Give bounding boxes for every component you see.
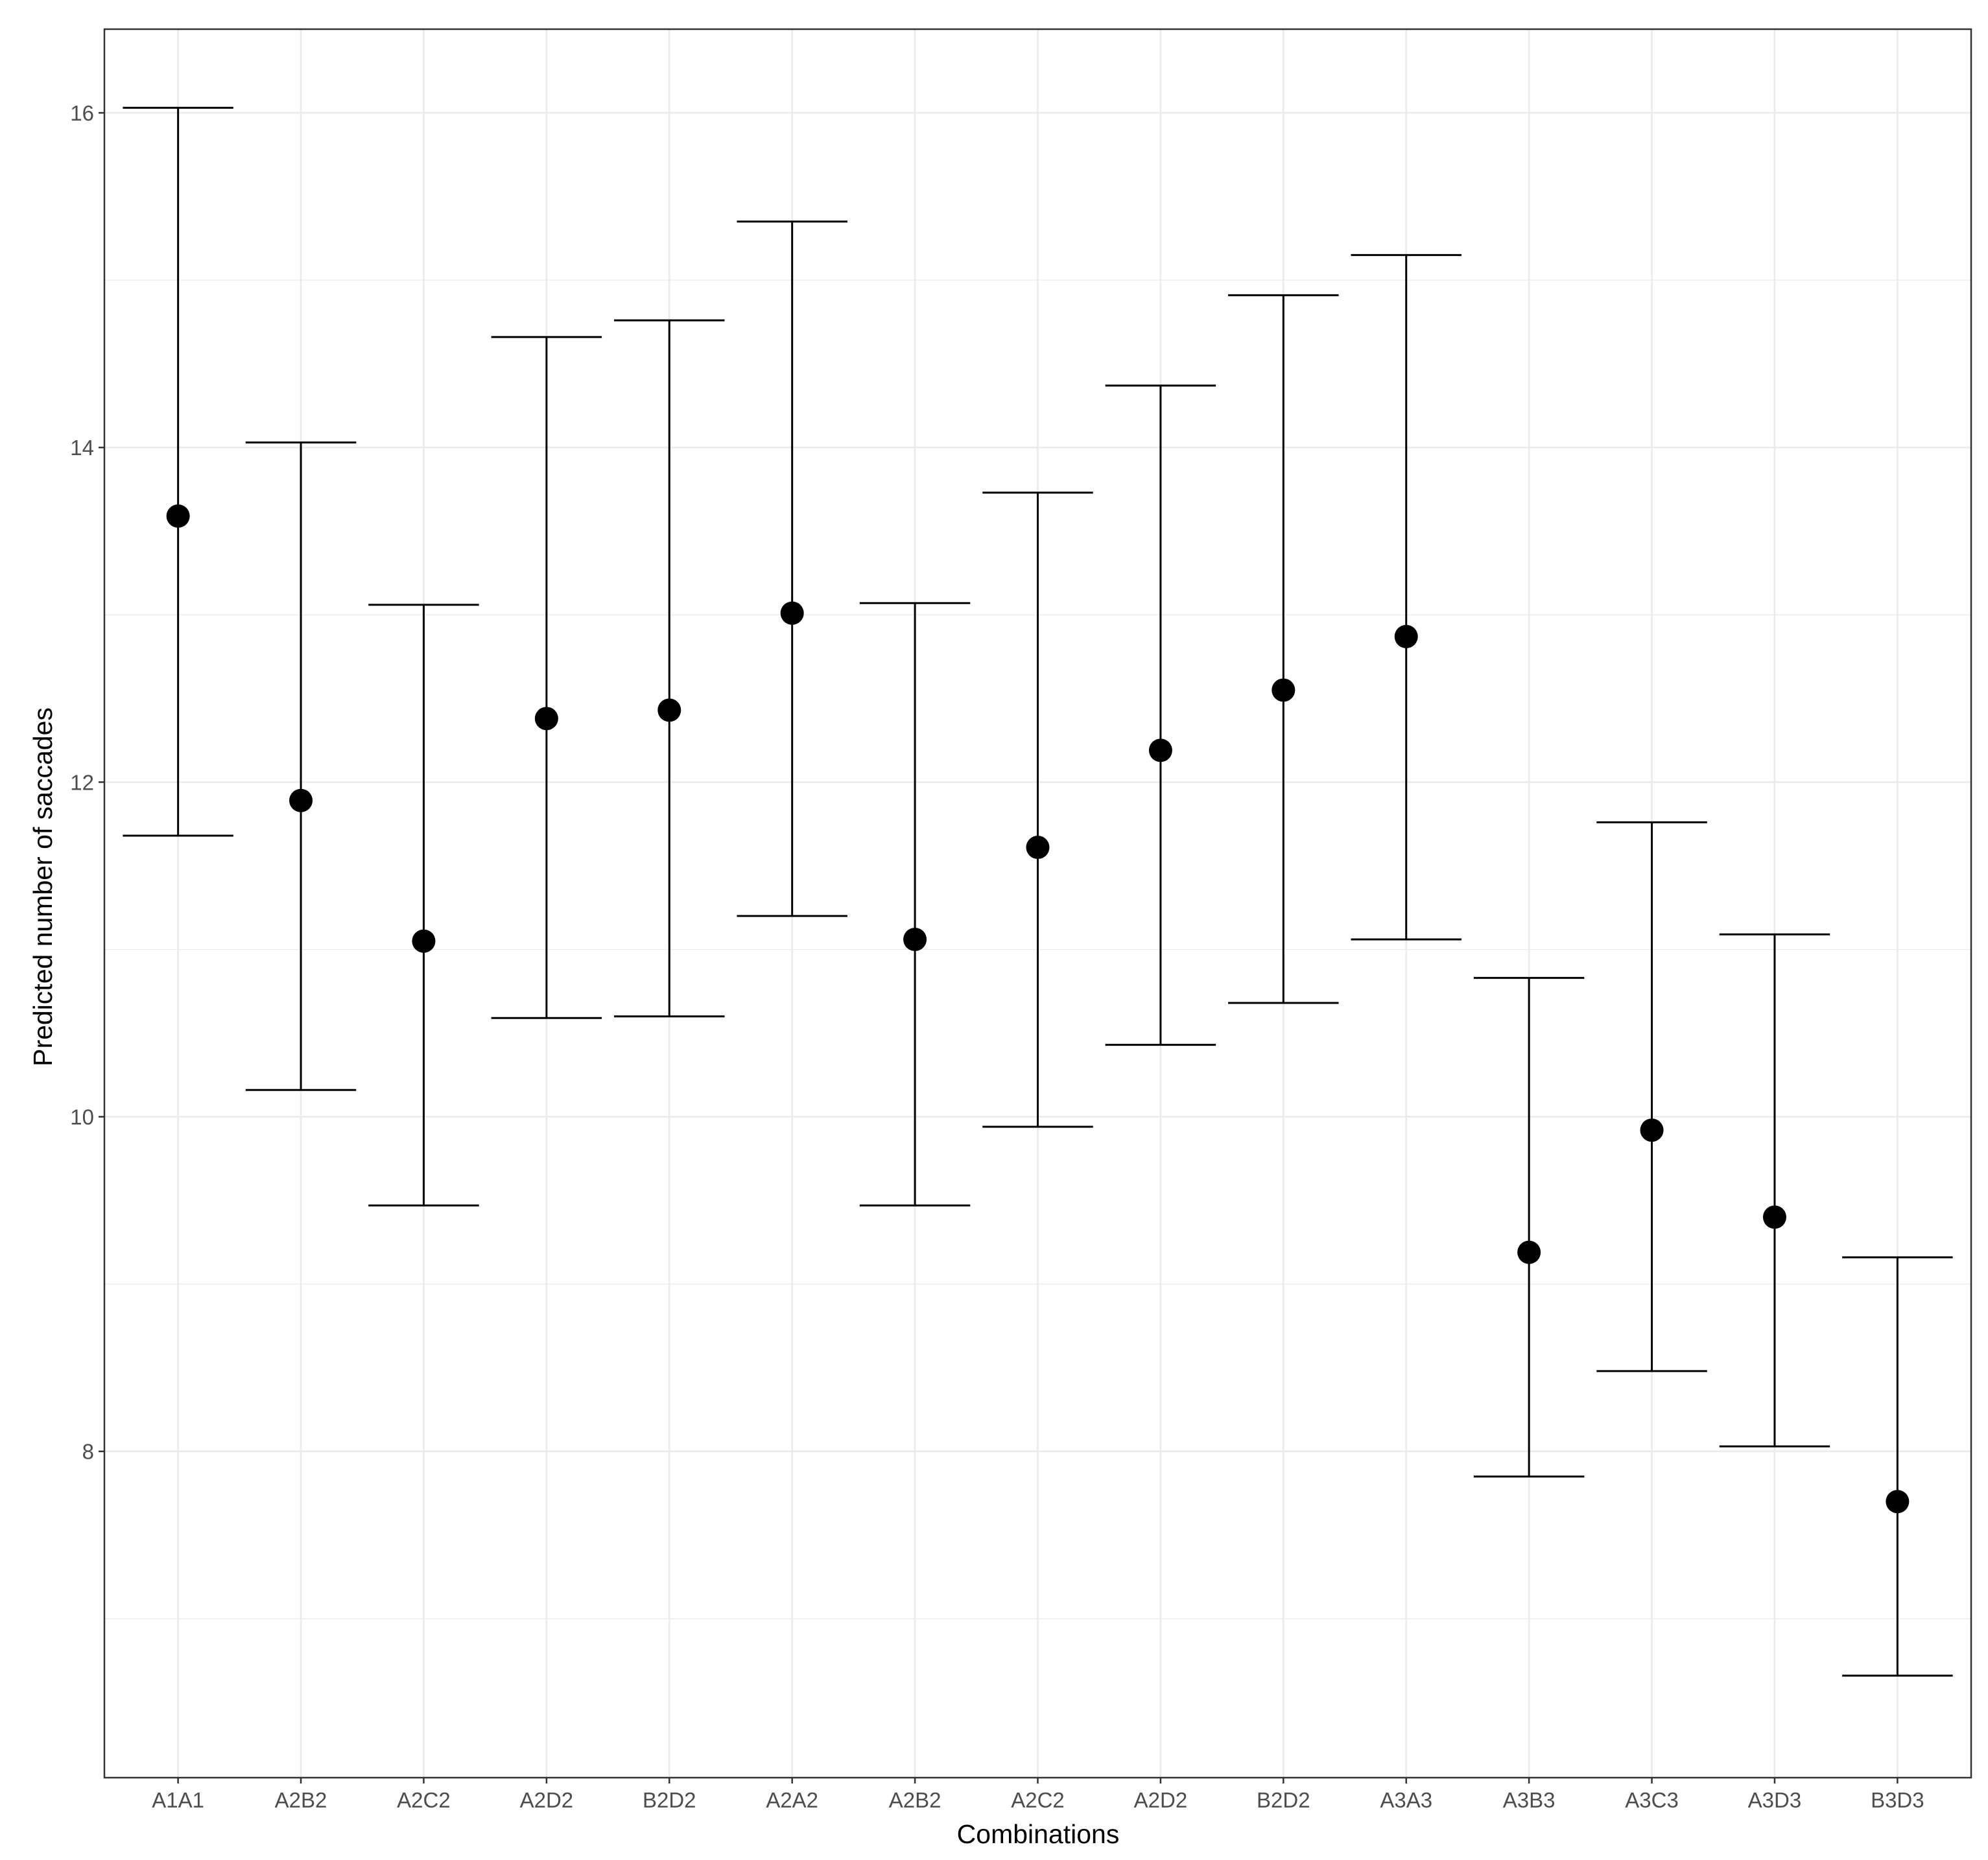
- data-point: [903, 927, 927, 951]
- data-point: [412, 929, 436, 953]
- x-tick-label: A2A2: [766, 1788, 818, 1812]
- x-tick-label: A3A3: [1380, 1788, 1432, 1812]
- y-tick-label: 12: [70, 770, 94, 794]
- x-tick-label: A3D3: [1748, 1788, 1802, 1812]
- x-tick-label: B3D3: [1871, 1788, 1924, 1812]
- axes: 8 10 12 14 16 A1A1 A2B2 A2C2 A2D2 B2D2 A2A2 A2B2 A2C…: [70, 101, 1924, 1812]
- y-tick-label: 10: [70, 1105, 94, 1129]
- data-point: [1272, 678, 1296, 702]
- x-axis-title: Combinations: [957, 1819, 1120, 1849]
- x-tick-label: A2C2: [397, 1788, 451, 1812]
- x-tick-label: A1A1: [152, 1788, 204, 1812]
- data-point: [1886, 1490, 1910, 1514]
- x-tick-label: A3B3: [1503, 1788, 1556, 1812]
- data-point: [1640, 1118, 1664, 1142]
- y-axis-title: Predicted number of saccades: [28, 707, 58, 1066]
- y-tick-label: 16: [70, 101, 94, 125]
- x-tick-label: B2D2: [643, 1788, 696, 1812]
- x-tick-label: A2C2: [1011, 1788, 1065, 1812]
- x-tick-label: A2D2: [1134, 1788, 1188, 1812]
- data-marks: [123, 106, 1953, 1677]
- x-tick-label: A2B2: [275, 1788, 327, 1812]
- data-point: [166, 504, 190, 528]
- data-point: [534, 707, 558, 731]
- x-tick-label: B2D2: [1257, 1788, 1310, 1812]
- data-point: [1517, 1240, 1541, 1264]
- data-point: [1148, 738, 1172, 762]
- data-point: [1762, 1205, 1786, 1229]
- data-point: [1394, 624, 1418, 648]
- x-tick-label: A2B2: [889, 1788, 941, 1812]
- y-tick-label: 8: [82, 1440, 94, 1464]
- x-tick-label: A3C3: [1625, 1788, 1679, 1812]
- data-point: [1026, 836, 1050, 860]
- x-tick-label: A2D2: [520, 1788, 574, 1812]
- data-point: [289, 788, 313, 812]
- data-point: [780, 601, 804, 625]
- data-point: [657, 698, 681, 722]
- y-tick-label: 14: [70, 436, 94, 460]
